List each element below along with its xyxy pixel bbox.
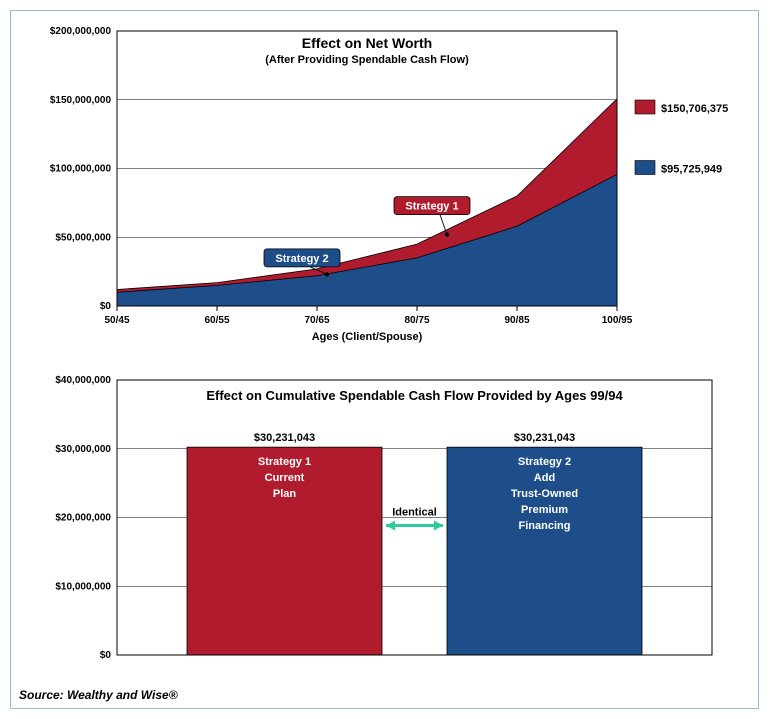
net-worth-chart: $0 $50,000,000 $100,000,000 $150,000,000 $20… [17, 17, 762, 357]
svg-text:$150,706,375: $150,706,375 [661, 103, 728, 115]
cash-flow-chart: $0 $10,000,000 $20,000,000 $30,000,000 $40,0… [17, 370, 762, 675]
cash-flow-chart-panel: $0 $10,000,000 $20,000,000 $30,000,000 $40,0… [17, 370, 752, 680]
svg-text:Add: Add [534, 472, 555, 484]
svg-text:Strategy 1: Strategy 1 [258, 456, 311, 468]
svg-text:Effect on Net Worth: Effect on Net Worth [302, 35, 432, 51]
svg-text:$150,000,000: $150,000,000 [50, 95, 112, 106]
svg-text:Effect on Cumulative Spendable: Effect on Cumulative Spendable Cash Flow… [206, 388, 623, 403]
outer-frame: $0 $50,000,000 $100,000,000 $150,000,000 $20… [10, 10, 759, 709]
svg-text:Strategy 1: Strategy 1 [405, 201, 458, 213]
svg-text:Ages (Client/Spouse): Ages (Client/Spouse) [312, 331, 423, 343]
svg-text:Premium: Premium [521, 504, 568, 516]
svg-text:$95,725,949: $95,725,949 [661, 164, 722, 176]
svg-text:Trust-Owned: Trust-Owned [511, 488, 578, 500]
svg-text:(After Providing Spendable Cas: (After Providing Spendable Cash Flow) [265, 54, 469, 66]
svg-text:90/85: 90/85 [504, 315, 529, 326]
svg-text:$100,000,000: $100,000,000 [50, 164, 112, 175]
source-text: Source: Wealthy and Wise® [17, 688, 752, 702]
svg-text:Current: Current [265, 472, 305, 484]
svg-text:60/55: 60/55 [204, 315, 229, 326]
svg-text:$20,000,000: $20,000,000 [55, 513, 111, 524]
svg-text:Strategy 2: Strategy 2 [275, 253, 328, 265]
svg-text:Plan: Plan [273, 488, 297, 500]
svg-text:70/65: 70/65 [304, 315, 329, 326]
svg-text:$200,000,000: $200,000,000 [50, 26, 112, 37]
svg-text:$30,000,000: $30,000,000 [55, 444, 111, 455]
svg-text:100/95: 100/95 [602, 315, 633, 326]
svg-text:$50,000,000: $50,000,000 [55, 232, 111, 243]
svg-text:50/45: 50/45 [104, 315, 129, 326]
svg-text:$30,231,043: $30,231,043 [254, 432, 315, 444]
net-worth-chart-panel: $0 $50,000,000 $100,000,000 $150,000,000 $20… [17, 17, 752, 362]
svg-text:$0: $0 [100, 301, 112, 312]
svg-text:Identical: Identical [392, 507, 437, 519]
svg-text:$40,000,000: $40,000,000 [55, 375, 111, 386]
svg-text:$0: $0 [100, 650, 112, 661]
svg-text:80/75: 80/75 [404, 315, 429, 326]
svg-text:$30,231,043: $30,231,043 [514, 432, 575, 444]
svg-text:$10,000,000: $10,000,000 [55, 581, 111, 592]
svg-text:Strategy 2: Strategy 2 [518, 456, 571, 468]
svg-text:Financing: Financing [519, 520, 571, 532]
